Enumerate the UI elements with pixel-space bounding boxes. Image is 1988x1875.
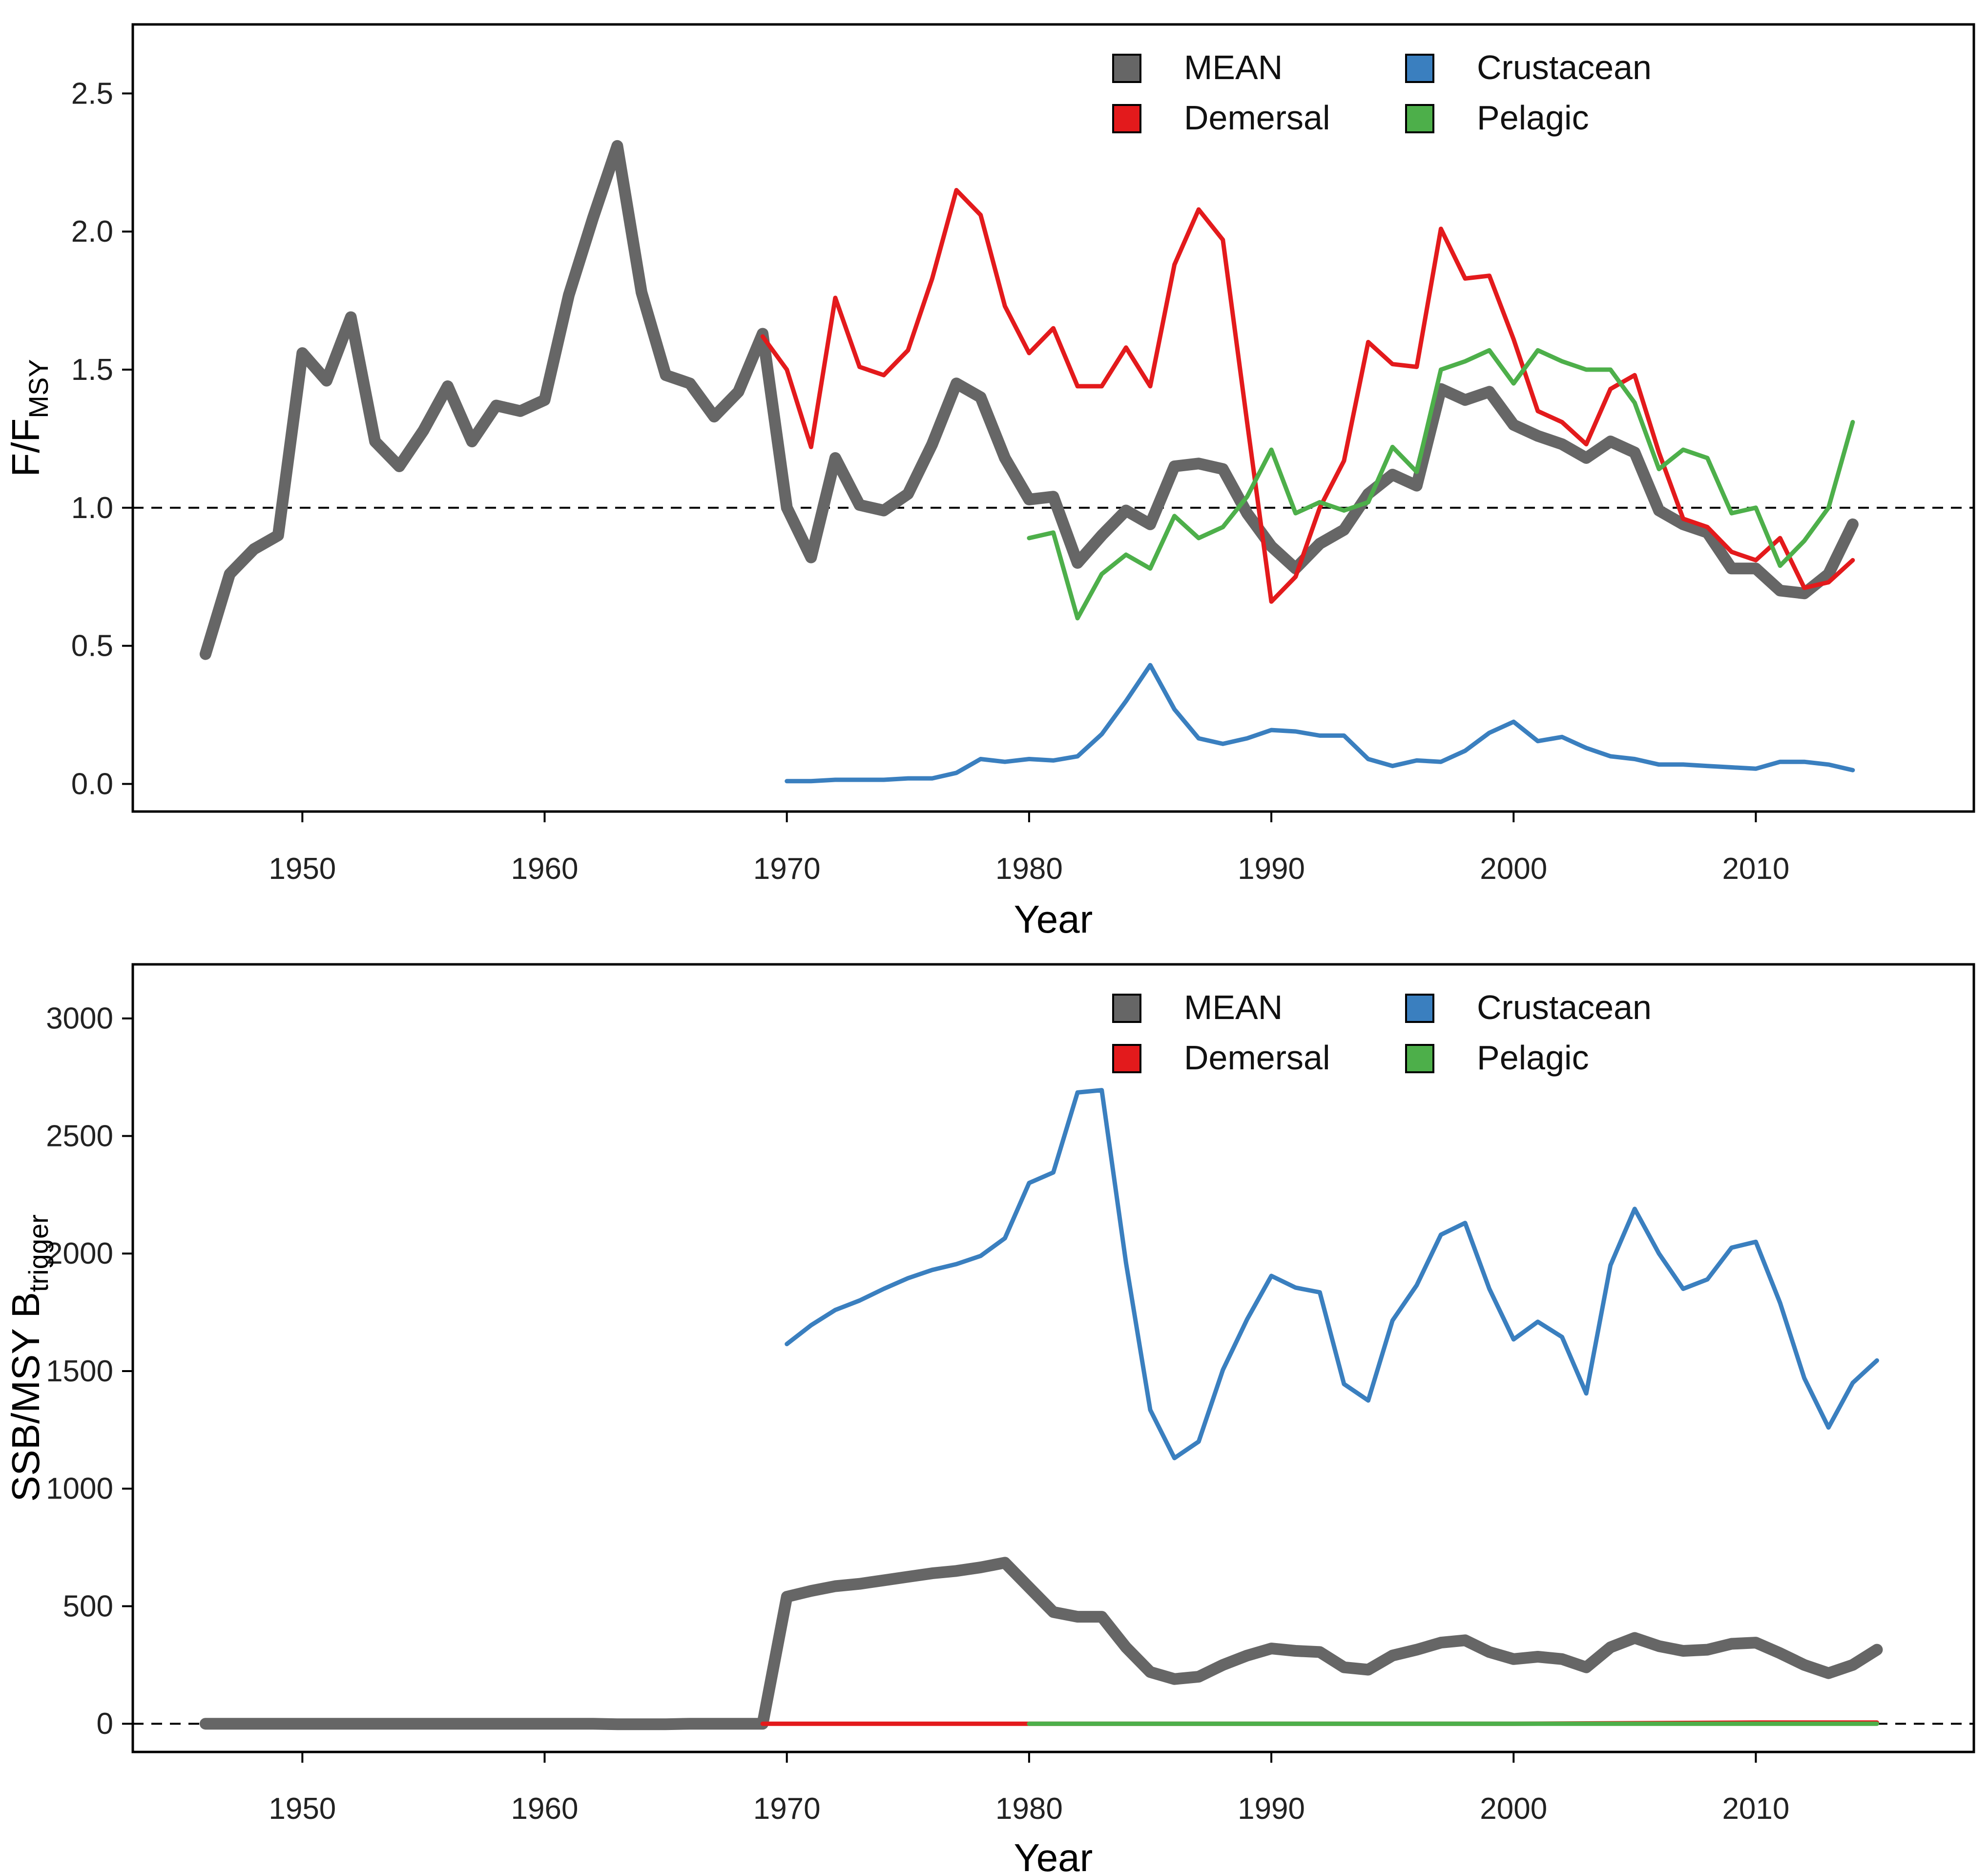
y-axis-title: F/FMSY [4, 359, 54, 477]
legend: MEAN Crustacean Demersal Pelagic [1112, 988, 1652, 1077]
legend-label-demersal: Demersal [1184, 99, 1330, 137]
x-tick-label: 1950 [269, 1792, 336, 1826]
legend-label-pelagic: Pelagic [1477, 1039, 1589, 1077]
x-tick-label: 1990 [1238, 1792, 1305, 1826]
y-tick-label: 1500 [46, 1354, 113, 1388]
x-tick-label: 2010 [1722, 1792, 1789, 1826]
x-tick-label: 1980 [995, 852, 1063, 886]
x-tick-label: 1990 [1238, 852, 1305, 886]
legend-label-crustacean: Crustacean [1477, 988, 1652, 1026]
y-tick-label: 0 [97, 1707, 113, 1741]
legend: MEAN Crustacean Demersal Pelagic [1112, 48, 1652, 137]
x-tick-label: 1960 [511, 1792, 579, 1826]
legend-swatch-crustacean [1405, 994, 1434, 1023]
y-tick-label: 1000 [46, 1472, 113, 1506]
series-line-crustacean [785, 663, 1855, 784]
x-tick-label: 1970 [753, 1792, 821, 1826]
x-tick-label: 1950 [269, 852, 336, 886]
y-tick-label: 2500 [46, 1119, 113, 1153]
x-tick-label: 1970 [753, 852, 821, 886]
y-axis-title: SSB/MSY Btrigger [4, 1214, 54, 1502]
y-tick-label: 0.0 [71, 767, 113, 801]
legend-label-crustacean: Crustacean [1477, 48, 1652, 86]
x-tick-label: 1960 [511, 852, 579, 886]
series-line-demersal [760, 188, 1855, 604]
x-axis-title: Year [1014, 1836, 1093, 1875]
y-tick-label: 2.0 [71, 215, 113, 249]
legend-swatch-demersal [1112, 1044, 1141, 1073]
y-tick-label: 0.5 [71, 629, 113, 663]
legend-swatch-pelagic [1405, 1044, 1434, 1073]
legend-label-mean: MEAN [1184, 48, 1283, 86]
series-line-mean [199, 140, 1859, 660]
legend-label-demersal: Demersal [1184, 1039, 1330, 1077]
y-tick-label: 2000 [46, 1237, 113, 1271]
legend-swatch-mean [1112, 54, 1141, 83]
legend-label-pelagic: Pelagic [1477, 99, 1589, 137]
legend-swatch-demersal [1112, 104, 1141, 133]
y-tick-label: 2.5 [71, 77, 113, 110]
y-tick-label: 3000 [46, 1002, 113, 1036]
legend-swatch-pelagic [1405, 104, 1434, 133]
x-tick-label: 2000 [1480, 852, 1547, 886]
x-axis-title: Year [1014, 897, 1093, 941]
x-tick-label: 1980 [995, 1792, 1063, 1826]
plot-frame [131, 23, 1975, 813]
legend-swatch-mean [1112, 994, 1141, 1023]
legend-label-mean: MEAN [1184, 988, 1283, 1026]
x-tick-label: 2010 [1722, 852, 1789, 886]
y-tick-label: 500 [63, 1589, 113, 1623]
series-line-mean [199, 1557, 1883, 1730]
y-tick-label: 1.5 [71, 353, 113, 387]
panel-spawning-biomass: 1950 1960 1970 1980 1990 2000 2010 0 500 1000 1500… [4, 963, 1975, 1875]
x-tick-label: 2000 [1480, 1792, 1547, 1826]
series-line-pelagic [1027, 348, 1855, 621]
legend-swatch-crustacean [1405, 54, 1434, 83]
y-tick-label: 1.0 [71, 491, 113, 525]
series-line-crustacean [785, 1088, 1879, 1460]
panel-fishing-mortality: 1950 1960 1970 1980 1990 2000 2010 0.0 0.5 1.0 1.5… [4, 23, 1975, 941]
plot-frame [131, 963, 1975, 1753]
